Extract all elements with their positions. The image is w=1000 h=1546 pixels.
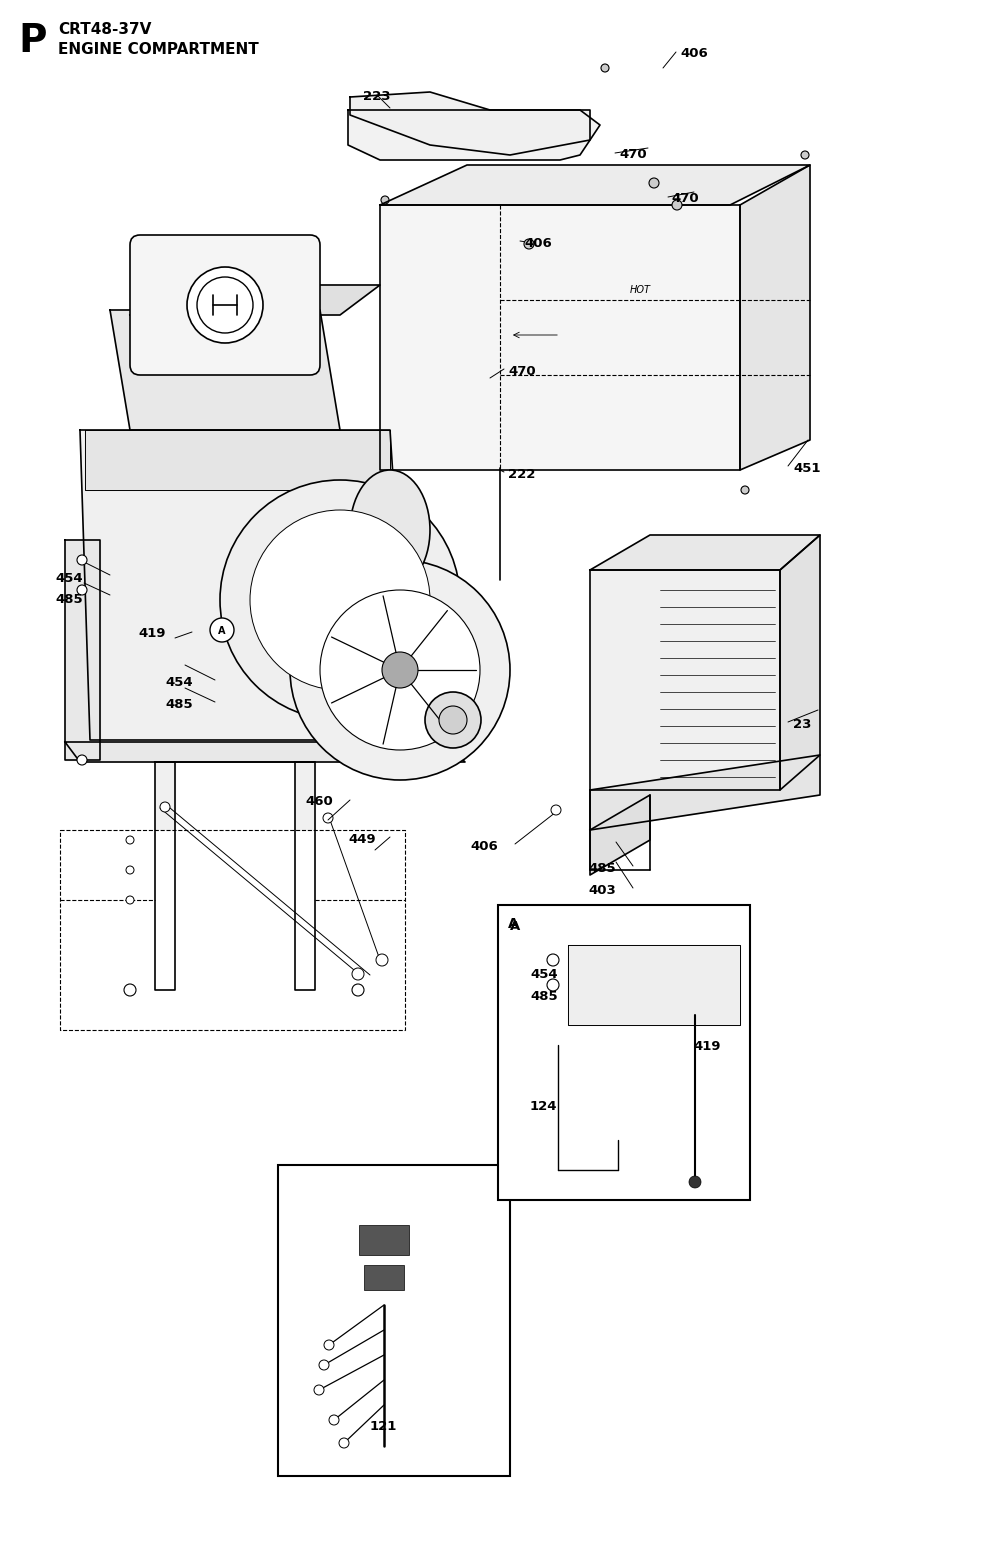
Text: 222: 222 bbox=[508, 468, 535, 481]
Text: 485: 485 bbox=[530, 989, 558, 1003]
Circle shape bbox=[601, 63, 609, 73]
Bar bbox=[359, 1224, 409, 1255]
Text: 419: 419 bbox=[138, 628, 166, 640]
Circle shape bbox=[160, 802, 170, 812]
Bar bbox=[498, 904, 750, 1200]
Circle shape bbox=[547, 979, 559, 991]
Text: 454: 454 bbox=[530, 968, 558, 982]
Circle shape bbox=[320, 591, 480, 750]
Circle shape bbox=[382, 652, 418, 688]
Text: 451: 451 bbox=[793, 462, 820, 475]
Text: 406: 406 bbox=[680, 46, 708, 60]
Polygon shape bbox=[65, 540, 100, 761]
Circle shape bbox=[551, 805, 561, 815]
Text: 454: 454 bbox=[165, 676, 193, 690]
Polygon shape bbox=[348, 110, 600, 159]
Polygon shape bbox=[350, 93, 590, 155]
Text: ENGINE COMPARTMENT: ENGINE COMPARTMENT bbox=[58, 42, 259, 57]
Text: A: A bbox=[510, 920, 520, 932]
Circle shape bbox=[323, 813, 333, 822]
Text: 485: 485 bbox=[55, 594, 83, 606]
Circle shape bbox=[672, 199, 682, 210]
Polygon shape bbox=[590, 754, 820, 830]
Text: HOT: HOT bbox=[630, 284, 650, 295]
Circle shape bbox=[524, 240, 534, 249]
Polygon shape bbox=[130, 284, 380, 315]
Text: 223: 223 bbox=[363, 90, 390, 104]
Text: 124: 124 bbox=[530, 1101, 558, 1113]
Text: 23: 23 bbox=[793, 717, 811, 731]
Text: 470: 470 bbox=[508, 365, 536, 379]
Bar bbox=[364, 1265, 404, 1289]
Text: 470: 470 bbox=[671, 192, 699, 206]
Polygon shape bbox=[85, 430, 390, 490]
Text: 485: 485 bbox=[165, 697, 193, 711]
Text: 470: 470 bbox=[619, 148, 647, 161]
Circle shape bbox=[741, 485, 749, 495]
Polygon shape bbox=[780, 535, 820, 790]
Circle shape bbox=[329, 1415, 339, 1425]
Circle shape bbox=[197, 277, 253, 332]
Text: 454: 454 bbox=[55, 572, 83, 584]
Circle shape bbox=[352, 968, 364, 980]
Polygon shape bbox=[380, 165, 810, 206]
Polygon shape bbox=[590, 795, 650, 875]
Text: 121: 121 bbox=[370, 1419, 397, 1433]
Circle shape bbox=[124, 983, 136, 996]
Circle shape bbox=[689, 1177, 701, 1187]
Polygon shape bbox=[590, 535, 820, 570]
Circle shape bbox=[352, 983, 364, 996]
Circle shape bbox=[381, 196, 389, 204]
Circle shape bbox=[126, 866, 134, 873]
Bar bbox=[278, 1166, 510, 1476]
Polygon shape bbox=[380, 206, 740, 470]
Circle shape bbox=[187, 267, 263, 343]
Bar bbox=[60, 830, 405, 1030]
Text: 449: 449 bbox=[348, 833, 376, 846]
Circle shape bbox=[319, 1360, 329, 1370]
Polygon shape bbox=[740, 165, 810, 470]
FancyBboxPatch shape bbox=[130, 235, 320, 376]
Circle shape bbox=[210, 618, 234, 642]
Circle shape bbox=[126, 836, 134, 844]
Text: 419: 419 bbox=[693, 1040, 720, 1053]
Circle shape bbox=[649, 178, 659, 189]
Polygon shape bbox=[65, 742, 465, 762]
Polygon shape bbox=[110, 311, 340, 430]
Text: A: A bbox=[508, 917, 519, 931]
Circle shape bbox=[801, 152, 809, 159]
Circle shape bbox=[324, 1340, 334, 1350]
Polygon shape bbox=[155, 762, 175, 989]
Polygon shape bbox=[568, 945, 740, 1025]
Text: 406: 406 bbox=[524, 237, 552, 250]
Text: CRT48-37V: CRT48-37V bbox=[58, 22, 151, 37]
Text: A: A bbox=[218, 626, 226, 635]
Circle shape bbox=[376, 954, 388, 966]
Circle shape bbox=[77, 584, 87, 595]
Circle shape bbox=[220, 479, 460, 720]
Polygon shape bbox=[80, 430, 410, 741]
Circle shape bbox=[339, 1438, 349, 1449]
Circle shape bbox=[439, 707, 467, 734]
Circle shape bbox=[77, 555, 87, 564]
Text: 460: 460 bbox=[305, 795, 333, 809]
Circle shape bbox=[425, 693, 481, 748]
Circle shape bbox=[547, 954, 559, 966]
Text: 403: 403 bbox=[588, 884, 616, 897]
Circle shape bbox=[290, 560, 510, 781]
Polygon shape bbox=[295, 762, 315, 989]
Text: 485: 485 bbox=[588, 863, 616, 875]
Ellipse shape bbox=[350, 470, 430, 591]
Circle shape bbox=[250, 510, 430, 690]
Circle shape bbox=[314, 1385, 324, 1394]
Text: P: P bbox=[18, 22, 46, 60]
Text: 406: 406 bbox=[470, 839, 498, 853]
Circle shape bbox=[77, 754, 87, 765]
Circle shape bbox=[126, 897, 134, 904]
Polygon shape bbox=[590, 570, 780, 790]
